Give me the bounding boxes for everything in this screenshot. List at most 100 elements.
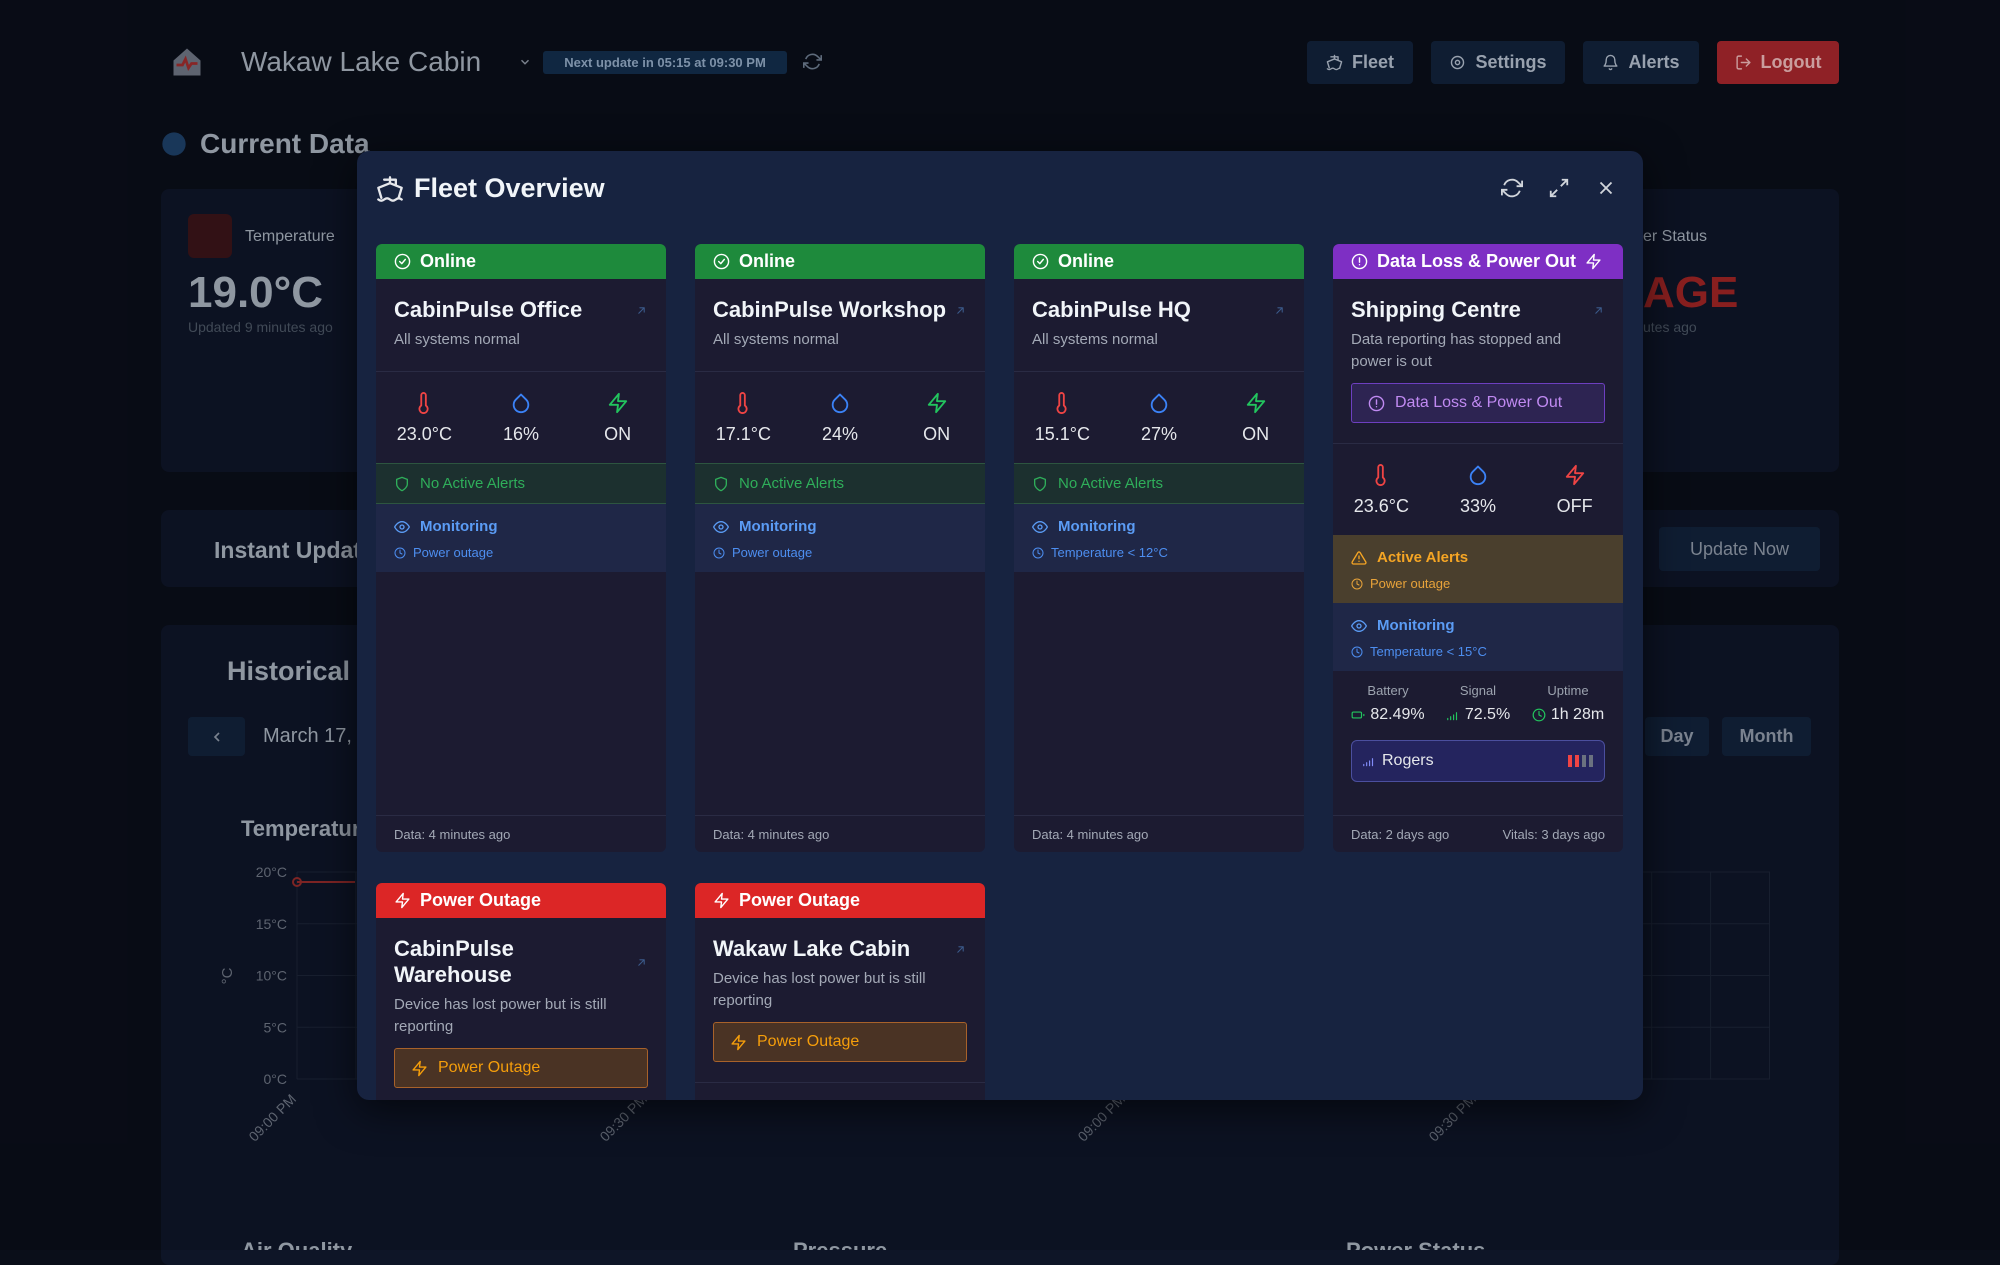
fleet-card[interactable]: Online CabinPulse Workshop All systems nor… [695,244,985,852]
drop-icon [831,393,849,414]
chevron-icon [213,731,220,742]
arrow-icon [638,958,645,966]
device-name: CabinPulse Workshop [713,297,967,323]
y-tick-label: 5°C [264,1019,288,1035]
instant-heading: Instant Updat [214,537,361,563]
thermo-icon [737,392,748,414]
gear-icon [1451,55,1465,70]
status-bar: Online [1014,244,1304,279]
section-heading: Current Data [200,128,370,159]
status-bar: Power Outage [695,883,985,918]
card-footer: Data: 4 minutes ago [376,815,666,852]
vital-label-text: Battery [1367,683,1409,698]
nav-button-text: Settings [1475,52,1547,72]
historical-heading: Historical I [227,656,366,686]
section-heading: Power Status [1346,1238,1485,1250]
metric: 23.6°C [1333,464,1430,517]
card-header: CabinPulse Warehouse Device has lost powe… [376,918,666,1100]
temperature-updated: Updated 9 minutes ago [188,319,333,335]
metrics: 17.1°C 24% ON [695,372,985,463]
fleet-card[interactable]: Power Outage CabinPulse Warehouse Device h… [376,883,666,1100]
alerts-title-text: Active Alerts [1377,549,1469,566]
fleet-card[interactable]: Data Loss & Power Out Shipping Centre Data… [1333,244,1623,852]
nav-button[interactable]: Settings [1431,41,1565,84]
no-alerts: No Active Alerts [1014,463,1304,504]
close-button[interactable] [1595,177,1617,199]
site-title: Wakaw Lake Cabin [241,46,482,77]
range-button[interactable]: Day [1645,717,1709,756]
device-description: Device has lost power but is still repor… [394,994,648,1038]
vital: Battery 82.49% [1343,683,1433,724]
nav-button[interactable]: Fleet [1307,41,1413,84]
metric-text: 33% [1459,496,1497,516]
clock-icon [394,547,406,558]
expand-button[interactable] [1548,177,1570,199]
device-description-text: Device has lost power but is still repor… [713,970,926,1009]
device-name: CabinPulse Office [394,297,648,323]
metric-text: 23.0°C [396,424,452,444]
modal-header: Fleet Overview [376,173,605,204]
metric-text: 23.6°C [1353,496,1409,516]
nav-button-text: Logout [1760,52,1822,72]
metric: 33% [1430,464,1527,517]
monitoring: Monitoring Power outage [376,504,666,572]
fleet-card[interactable]: Power Outage Wakaw Lake Cabin Device has l… [695,883,985,1100]
fleet-modal: Fleet Overview Online CabinPulse Office Al… [357,151,1643,1100]
monitoring: Monitoring Temperature < 15°C [1333,603,1623,671]
dashboard-icon [162,132,186,156]
status-badge: Power Outage [713,1022,967,1062]
arrow-icon [957,945,964,953]
metric-text: 17.1°C [715,424,771,444]
monitoring-item-text: Power outage [732,545,813,560]
status-badge-text: Power Outage [438,1059,541,1076]
eye-icon [713,520,729,533]
y-tick-label: 20°C [256,864,287,880]
site-dropdown[interactable] [518,55,532,69]
update-pill: Next update in 05:15 at 09:30 PM [543,51,787,74]
status-badge-text: Power Outage [757,1033,860,1050]
prev-button[interactable] [188,717,245,756]
device-name: Shipping Centre [1351,297,1605,323]
section-heading: Pressure [793,1238,887,1250]
refresh-icon[interactable] [803,52,822,71]
bolt-icon [1565,464,1584,486]
footer-text: Data: 4 minutes ago [713,827,829,842]
clock-icon [713,547,725,558]
monitoring-title: Monitoring [394,518,648,535]
ship-icon [377,175,403,202]
chart-title: Temperatur [241,816,361,841]
alerts-title: Active Alerts [1351,549,1605,566]
alert-icon [1351,253,1368,270]
device-name-text: CabinPulse Warehouse [394,936,514,987]
temperature-value: 19.0°C [188,268,324,317]
device-description-text: All systems normal [394,331,520,348]
device-name-text: CabinPulse HQ [1032,297,1191,322]
device-description: Device has lost power but is still repor… [713,968,967,1012]
vital: Signal 72.5% [1433,683,1523,724]
bolt-icon [731,1034,746,1050]
eye-icon [394,520,410,533]
metrics: 23.6°C 33% OFF [1333,444,1623,535]
range-button[interactable]: Month [1722,717,1811,756]
fleet-card[interactable]: Online CabinPulse HQ All systems normal 15.… [1014,244,1304,852]
chart-point [292,877,302,887]
nav-button-text: Alerts [1628,52,1680,72]
device-description: All systems normal [1032,329,1286,351]
eye-icon [1351,619,1367,632]
status-bar: Online [695,244,985,279]
monitoring-title-text: Monitoring [1058,518,1136,535]
update-now-button[interactable]: Update Now [1659,527,1820,571]
nav-button[interactable]: Logout [1717,41,1839,84]
logout-icon [1735,55,1751,70]
metric: ON [1207,392,1304,445]
thermo-icon [418,392,429,414]
nav-button[interactable]: Alerts [1583,41,1699,84]
modal-title: Fleet Overview [414,173,605,203]
alert-icon [1368,395,1385,411]
fleet-card[interactable]: Online CabinPulse Office All systems norma… [376,244,666,852]
status-bar-text: Power Outage [420,890,542,910]
footer-text-text: Data: 4 minutes ago [394,826,511,842]
device-name: CabinPulse HQ [1032,297,1286,323]
refresh-button[interactable] [1501,177,1523,199]
card-footer: Data: 4 minutes ago [1014,815,1304,852]
